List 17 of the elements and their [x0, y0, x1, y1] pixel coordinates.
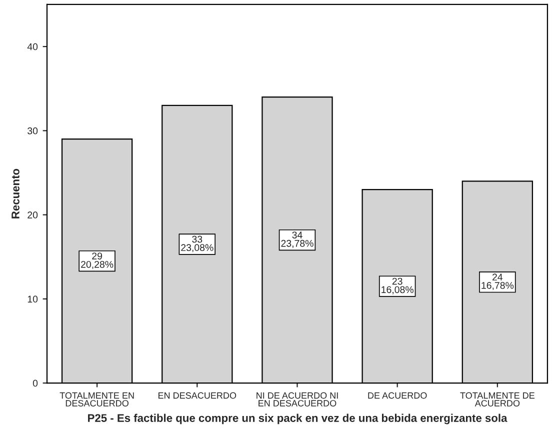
- x-axis-title: P25 - Es factible que compre un six pack en vez de una bebida energizante sola: [88, 414, 508, 424]
- data-label: 33 23,08%: [181, 236, 214, 252]
- x-tick-label: EN DESACUERDO: [158, 392, 236, 399]
- y-tick-label: 0: [32, 380, 38, 387]
- y-tick-label: 10: [28, 296, 38, 303]
- x-tick-label: DE ACUERDO: [368, 392, 427, 399]
- x-tick-label: NI DE ACUERDO NI EN DESACUERDO: [256, 392, 338, 406]
- data-label: 23 16,08%: [382, 278, 414, 294]
- y-tick-label: 30: [28, 127, 38, 134]
- y-axis-title: Recuento: [12, 168, 20, 218]
- x-tick-label: TOTALMENTE DE ACUERDO: [460, 392, 534, 406]
- y-tick-label: 20: [28, 212, 38, 218]
- data-label: 29 20,28%: [81, 252, 114, 269]
- x-tick-label: TOTALMENTE EN DESACUERDO: [60, 392, 134, 406]
- data-label: 24 16,78%: [482, 274, 514, 290]
- y-tick-label: 40: [27, 43, 38, 50]
- data-label: 34 23,78%: [281, 232, 314, 248]
